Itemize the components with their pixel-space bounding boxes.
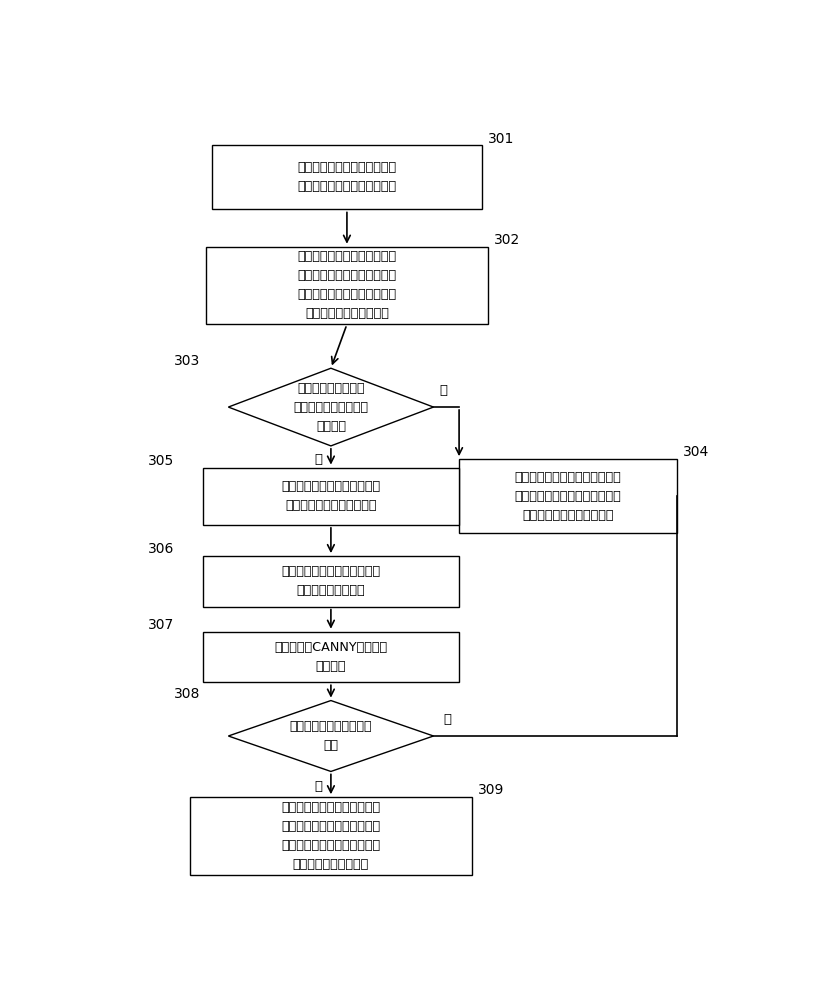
Text: 红外摄像机开启环境判断，进
行场景分析，计算图像亮度的
加权均值，设定预设参考值，
判定机器人当前环境条件: 红外摄像机开启环境判断，进 行场景分析，计算图像亮度的 加权均值，设定预设参考值… — [298, 250, 396, 320]
Text: 对红外摄像机采集的图像进行
动态二值化，提取红外光斑: 对红外摄像机采集的图像进行 动态二值化，提取红外光斑 — [281, 480, 380, 512]
Bar — [203, 632, 459, 682]
Polygon shape — [228, 701, 433, 771]
Text: 是: 是 — [314, 453, 322, 466]
Polygon shape — [228, 368, 433, 446]
Text: 307: 307 — [148, 618, 174, 632]
Text: 309: 309 — [478, 783, 504, 797]
Text: 否: 否 — [314, 780, 322, 793]
Text: 308: 308 — [174, 687, 200, 701]
Text: 计算矩形轮廓中心坐标，机器
人发出底盘控制命令，控制机
器人转动，直至中心坐标处于
摄像机采集的图像中间: 计算矩形轮廓中心坐标，机器 人发出底盘控制命令，控制机 器人转动，直至中心坐标处… — [281, 801, 380, 871]
Text: 机器人所处环境达不到检测条件
，机器人原地转动方向，继续进
行环境判断，直至电量耗尽: 机器人所处环境达不到检测条件 ，机器人原地转动方向，继续进 行环境判断，直至电量… — [514, 471, 621, 522]
Text: 305: 305 — [148, 454, 174, 468]
Text: 对矩形进行CANNY变换得到
矩形轮廓: 对矩形进行CANNY变换得到 矩形轮廓 — [275, 641, 388, 673]
Text: 306: 306 — [148, 542, 174, 556]
Bar — [206, 247, 488, 324]
Text: 301: 301 — [488, 132, 514, 146]
Bar — [203, 556, 459, 607]
Text: 否: 否 — [440, 384, 448, 397]
Bar — [213, 145, 481, 209]
Text: 机器人收到开始检测图像命令
，并启动红外摄像机采集图像: 机器人收到开始检测图像命令 ，并启动红外摄像机采集图像 — [298, 161, 396, 193]
Bar — [203, 468, 459, 525]
Text: 对红外光斑进行水平投影，消
除毛刺干扰得到矩形: 对红外光斑进行水平投影，消 除毛刺干扰得到矩形 — [281, 565, 380, 597]
Text: 判断是否发现多个矩形轮
廓？: 判断是否发现多个矩形轮 廓？ — [289, 720, 372, 752]
Bar — [459, 459, 677, 533]
Bar — [190, 797, 472, 875]
Text: 判断计算图像亮度的
加权均值是否小于预设
参考值？: 判断计算图像亮度的 加权均值是否小于预设 参考值？ — [294, 382, 368, 433]
Text: 是: 是 — [443, 713, 451, 726]
Text: 304: 304 — [683, 445, 710, 459]
Text: 303: 303 — [174, 354, 200, 368]
Text: 302: 302 — [495, 233, 520, 247]
